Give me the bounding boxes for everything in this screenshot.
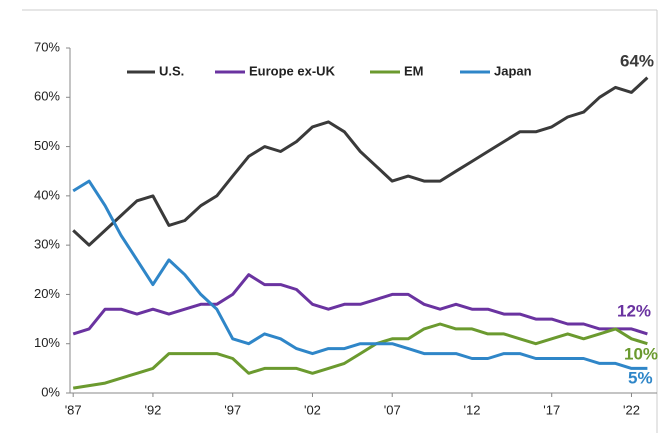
end-label: 12%: [617, 301, 651, 320]
y-tick-label: 20%: [34, 286, 60, 301]
end-label: 5%: [628, 368, 653, 387]
end-label: 64%: [620, 51, 654, 70]
series-line: [72, 179, 648, 370]
x-tick-label: '97: [224, 402, 241, 417]
y-tick-label: 50%: [34, 138, 60, 153]
legend-label: Japan: [494, 63, 532, 78]
y-tick-label: 0%: [41, 384, 60, 399]
legend-label: EM: [404, 63, 424, 78]
x-tick-label: '02: [304, 402, 321, 417]
legend-label: U.S.: [159, 63, 184, 78]
x-tick-label: '07: [384, 402, 401, 417]
y-tick-label: 30%: [34, 237, 60, 252]
legend-label: Europe ex-UK: [249, 63, 336, 78]
end-label: 10%: [624, 344, 658, 363]
y-tick-label: 70%: [34, 39, 60, 54]
series-line: [72, 273, 648, 336]
x-tick-label: '17: [543, 402, 560, 417]
y-tick-label: 40%: [34, 187, 60, 202]
series-line: [72, 322, 648, 390]
x-tick-label: '22: [623, 402, 640, 417]
y-tick-label: 10%: [34, 335, 60, 350]
x-tick-label: '12: [463, 402, 480, 417]
x-tick-label: '92: [144, 402, 161, 417]
x-tick-label: '87: [65, 402, 82, 417]
series-line: [72, 76, 649, 247]
y-tick-label: 60%: [34, 89, 60, 104]
